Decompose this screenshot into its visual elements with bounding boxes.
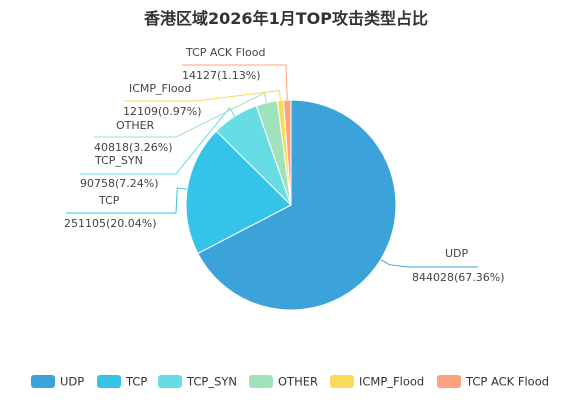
legend-label: ICMP_Flood	[359, 375, 424, 389]
leader-line-other	[94, 92, 268, 138]
legend-label: TCP ACK Flood	[465, 375, 549, 389]
leader-line-tcp-syn	[80, 106, 236, 175]
legend-swatch	[97, 375, 121, 388]
slice-name-label-tcp: TCP	[98, 194, 120, 207]
slice-name-label-other: OTHER	[116, 119, 155, 132]
legend-swatch	[330, 375, 354, 388]
slice-name-label-icmp-flood: ICMP_Flood	[129, 82, 191, 95]
legend-item-icmp-flood[interactable]: ICMP_Flood	[330, 375, 424, 389]
legend-label: OTHER	[278, 375, 318, 389]
slice-value-label-icmp-flood: 12109(0.97%)	[123, 105, 202, 118]
slice-name-label-udp: UDP	[445, 247, 469, 260]
legend-swatch	[158, 375, 182, 388]
slice-value-label-udp: 844028(67.36%)	[412, 271, 505, 284]
leader-line-tcp-ack-flood	[182, 64, 288, 101]
legend-item-udp[interactable]: UDP	[31, 375, 84, 389]
legend-label: TCP	[125, 375, 147, 389]
legend-item-other[interactable]: OTHER	[249, 375, 318, 389]
slice-value-label-tcp-ack-flood: 14127(1.13%)	[182, 69, 261, 82]
legend-item-tcp-ack-flood[interactable]: TCP ACK Flood	[437, 375, 549, 389]
slice-value-label-tcp: 251105(20.04%)	[64, 217, 157, 230]
slice-name-label-tcp-syn: TCP_SYN	[94, 154, 143, 167]
leader-line-udp	[380, 259, 478, 268]
legend-item-tcp[interactable]: TCP	[97, 375, 147, 389]
slice-value-label-other: 40818(3.26%)	[94, 141, 173, 154]
pie-slice-udp	[197, 99, 397, 311]
slice-value-label-tcp-syn: 90758(7.24%)	[80, 177, 159, 190]
leader-line-tcp	[66, 187, 188, 214]
slice-name-label-tcp-ack-flood: TCP ACK Flood	[185, 46, 265, 59]
legend-swatch	[437, 375, 461, 388]
legend-swatch	[249, 375, 273, 388]
leader-line-icmp-flood	[124, 90, 281, 102]
legend-swatch	[31, 375, 55, 388]
legend-label: TCP_SYN	[186, 375, 237, 389]
chart-title: 香港区域2026年1月TOP攻击类型占比	[143, 9, 428, 28]
legend-label: UDP	[60, 375, 84, 389]
legend-item-tcp-syn[interactable]: TCP_SYN	[158, 375, 237, 389]
